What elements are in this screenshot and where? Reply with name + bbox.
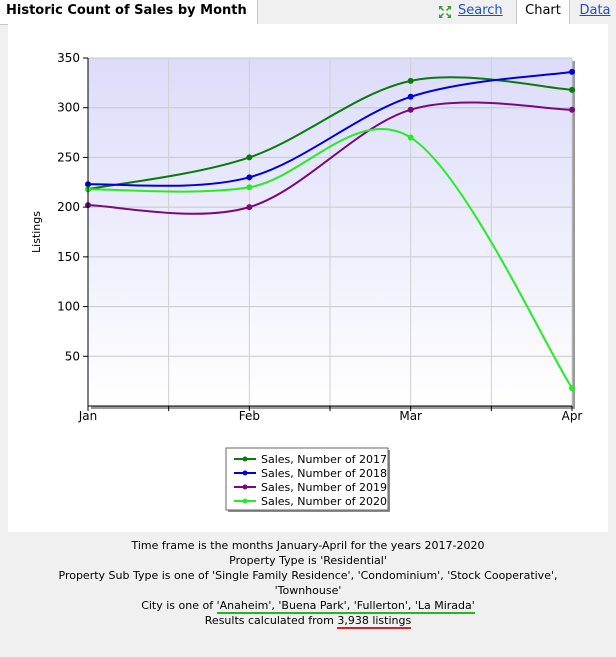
legend-marker (242, 470, 248, 476)
x-tick-label: Feb (239, 409, 260, 423)
tab-data[interactable]: Data (574, 0, 616, 24)
results-count: 3,938 listings (337, 614, 412, 629)
x-tick-label: Mar (399, 409, 422, 423)
tab-search[interactable]: Search (432, 0, 506, 24)
query-summary: Time frame is the months January-April f… (0, 538, 616, 629)
data-point (569, 385, 575, 392)
y-tick-label: 200 (57, 200, 80, 214)
data-point (246, 154, 253, 161)
legend-label: Sales, Number of 2020 (261, 495, 387, 508)
y-tick-label: 250 (57, 150, 80, 164)
data-point (569, 68, 575, 75)
city-prefix: City is one of (141, 599, 217, 612)
legend-marker (242, 498, 248, 504)
header-bar: Historic Count of Sales by Month Search … (0, 0, 616, 25)
data-point (569, 106, 575, 113)
legend-label: Sales, Number of 2018 (261, 467, 387, 480)
chart-panel: 50 100 150 200 250 300 350 Jan Feb Mar Apr Listings… (8, 24, 608, 532)
y-tick-label: 150 (57, 250, 80, 264)
city-text: City is one of 'Anaheim', 'Buena Park', … (0, 598, 616, 614)
expand-arrows-icon (439, 6, 451, 18)
data-point (246, 204, 253, 211)
series-line-3 (87, 128, 573, 389)
legend-marker (242, 456, 248, 462)
data-point (407, 77, 414, 84)
series-line-2 (87, 101, 573, 215)
city-list: 'Anaheim', 'Buena Park', 'Fullerton', 'L… (216, 599, 475, 614)
line-chart: 50 100 150 200 250 300 350 Jan Feb Mar Apr Listings… (30, 51, 583, 512)
tab-chart[interactable]: Chart (516, 0, 570, 24)
data-point (407, 106, 414, 113)
y-tick-label: 300 (57, 101, 80, 115)
results-text: Results calculated from 3,938 listings (0, 613, 616, 629)
series-line-1 (87, 70, 573, 187)
data-point (407, 93, 414, 100)
x-tick-label: Apr (562, 409, 583, 423)
results-prefix: Results calculated from (204, 614, 338, 627)
data-link[interactable]: Data (579, 3, 611, 18)
legend-marker (242, 484, 248, 490)
data-point (569, 86, 575, 93)
property-type-text: Property Type is 'Residential' (229, 554, 387, 567)
page-title: Historic Count of Sales by Month (0, 0, 258, 25)
timeframe-text: Time frame is the months January-April f… (131, 539, 485, 552)
legend-label: Sales, Number of 2019 (261, 481, 387, 494)
subtype-text-line1: Property Sub Type is one of 'Single Fami… (58, 569, 558, 582)
legend-label: Sales, Number of 2017 (261, 453, 387, 466)
y-tick-label: 350 (57, 51, 80, 65)
y-tick-label: 50 (65, 349, 80, 363)
y-tick-label: 100 (57, 300, 80, 314)
y-axis-label: Listings (30, 211, 43, 253)
x-tick-label: Jan (78, 409, 98, 423)
subtype-text-line2: 'Townhouse' (274, 584, 342, 597)
data-point (407, 134, 414, 141)
search-link[interactable]: Search (458, 3, 503, 18)
data-point (246, 174, 253, 181)
data-point (246, 184, 253, 191)
